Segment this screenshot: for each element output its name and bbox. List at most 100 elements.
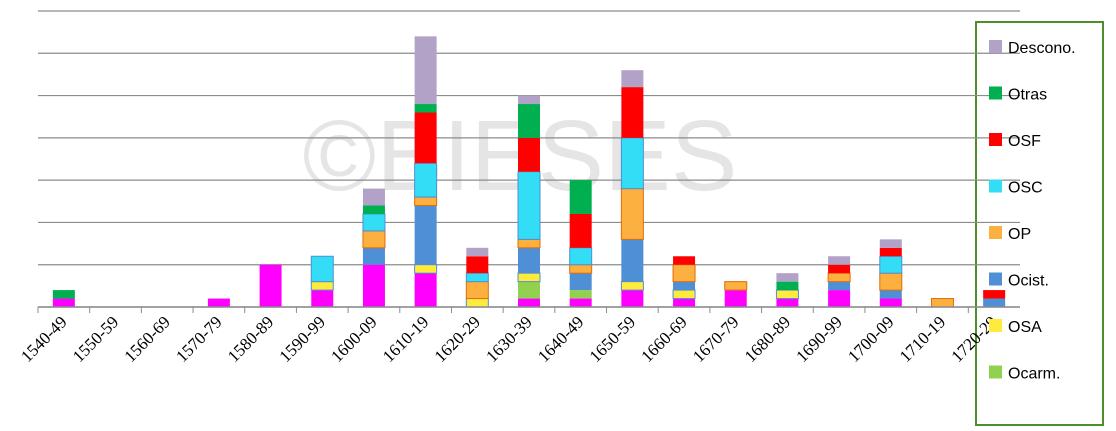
bar-segment — [465, 281, 489, 300]
bar-segment — [621, 239, 644, 282]
bar-segment — [673, 256, 696, 265]
legend-swatch — [989, 40, 1002, 53]
bar-segment — [776, 281, 799, 291]
bar-segment — [362, 205, 385, 214]
x-tick-label: 1660-69 — [637, 312, 691, 366]
bar-segment — [414, 162, 438, 198]
legend-box — [975, 21, 1104, 426]
bar-segment — [414, 196, 438, 207]
bar-segment — [569, 264, 593, 274]
legend-label: Otras — [1008, 87, 1047, 104]
bar-segment — [414, 104, 437, 113]
bar-segment — [569, 290, 592, 299]
bar-segment — [673, 298, 696, 307]
bar-segment — [621, 290, 644, 307]
bar-segment — [776, 273, 799, 282]
bar-segment — [621, 70, 644, 88]
bar-segment — [517, 171, 541, 240]
bar-segment — [465, 298, 489, 308]
bar-segment — [724, 281, 748, 291]
bar-segment — [414, 273, 437, 307]
x-tick-label: 1590-99 — [276, 312, 330, 366]
legend-swatch — [989, 133, 1002, 146]
bar-segment — [620, 188, 644, 240]
bar-segment — [672, 289, 696, 300]
bar-segment — [930, 298, 954, 308]
bar-segment — [517, 272, 541, 283]
legend-swatch — [989, 272, 1002, 286]
x-tick-label: 1620-29 — [431, 312, 485, 366]
bar-segment — [362, 213, 386, 232]
bar-segment — [414, 36, 437, 105]
legend-label: Ocist. — [1008, 273, 1049, 290]
bar-segment — [983, 290, 1006, 299]
x-tick-label: 1610-19 — [379, 312, 433, 366]
legend-swatch — [989, 179, 1002, 193]
x-tick-label: 1690-99 — [792, 312, 846, 366]
legend-swatch — [989, 319, 1002, 332]
bar-segment — [518, 95, 540, 105]
bar-segment — [362, 247, 385, 265]
x-tick-label: 1680-89 — [741, 312, 795, 366]
bar-segment — [620, 281, 644, 291]
x-tick-label: 1600-09 — [327, 312, 381, 366]
x-tick-label: 1710-19 — [896, 312, 950, 366]
bar-segment — [517, 238, 541, 249]
legend-label: OSA — [1008, 319, 1042, 336]
bar-segment — [983, 298, 1006, 307]
bar-segment — [879, 272, 903, 291]
bar-segment — [673, 281, 696, 291]
bar-segment — [879, 290, 902, 299]
bar-segment — [569, 247, 593, 266]
bar-segment — [518, 104, 540, 138]
legend-swatch — [989, 86, 1002, 100]
legend-label: Descono. — [1008, 40, 1076, 57]
bar-segment — [828, 281, 851, 291]
bar-segment — [52, 290, 75, 299]
x-tick-label: 1640-49 — [534, 312, 588, 366]
bar-segment — [362, 230, 386, 249]
bar-segment — [310, 281, 334, 291]
bar-segment — [414, 264, 438, 274]
legend-label: OP — [1008, 226, 1031, 243]
bar-segment — [518, 247, 540, 274]
x-tick-label: 1630-39 — [482, 312, 536, 366]
bar-segment — [466, 247, 489, 257]
bar-segment — [52, 298, 75, 307]
bar-segment — [414, 205, 437, 265]
bar-segment — [620, 137, 644, 190]
bar-segment — [310, 255, 334, 283]
bar-segment — [569, 180, 592, 214]
bar-segment — [828, 264, 851, 274]
bar-segment — [828, 290, 851, 307]
bar-segment — [465, 272, 489, 283]
bar-segment — [569, 213, 592, 248]
bar-segment — [466, 256, 489, 274]
bar-segment — [828, 256, 851, 265]
bar-segment — [518, 137, 540, 172]
x-tick-label: 1700-09 — [844, 312, 898, 366]
bar-segment — [724, 290, 747, 307]
legend-swatch — [989, 365, 1002, 379]
x-tick-label: 1550-59 — [69, 312, 123, 366]
bar-segment — [776, 298, 799, 307]
x-tick-label: 1580-89 — [224, 312, 278, 366]
bar-segment — [259, 264, 282, 307]
legend-label: Ocarm. — [1008, 366, 1060, 383]
bar-segment — [621, 87, 644, 138]
bar-segment — [311, 290, 334, 307]
bar-segment — [518, 298, 540, 307]
bar-segment — [207, 298, 230, 307]
bar-segment — [569, 273, 592, 291]
bar-segment — [362, 188, 385, 206]
bar-segment — [879, 255, 903, 274]
bar-segment — [827, 272, 851, 283]
legend-label: OSF — [1008, 133, 1041, 150]
x-tick-label: 1570-79 — [172, 312, 226, 366]
legend-label: OSC — [1008, 180, 1043, 197]
x-tick-label: 1670-79 — [689, 312, 743, 366]
bar-segment — [362, 264, 385, 307]
legend-swatch — [989, 226, 1002, 239]
x-tick-label: 1650-59 — [586, 312, 640, 366]
